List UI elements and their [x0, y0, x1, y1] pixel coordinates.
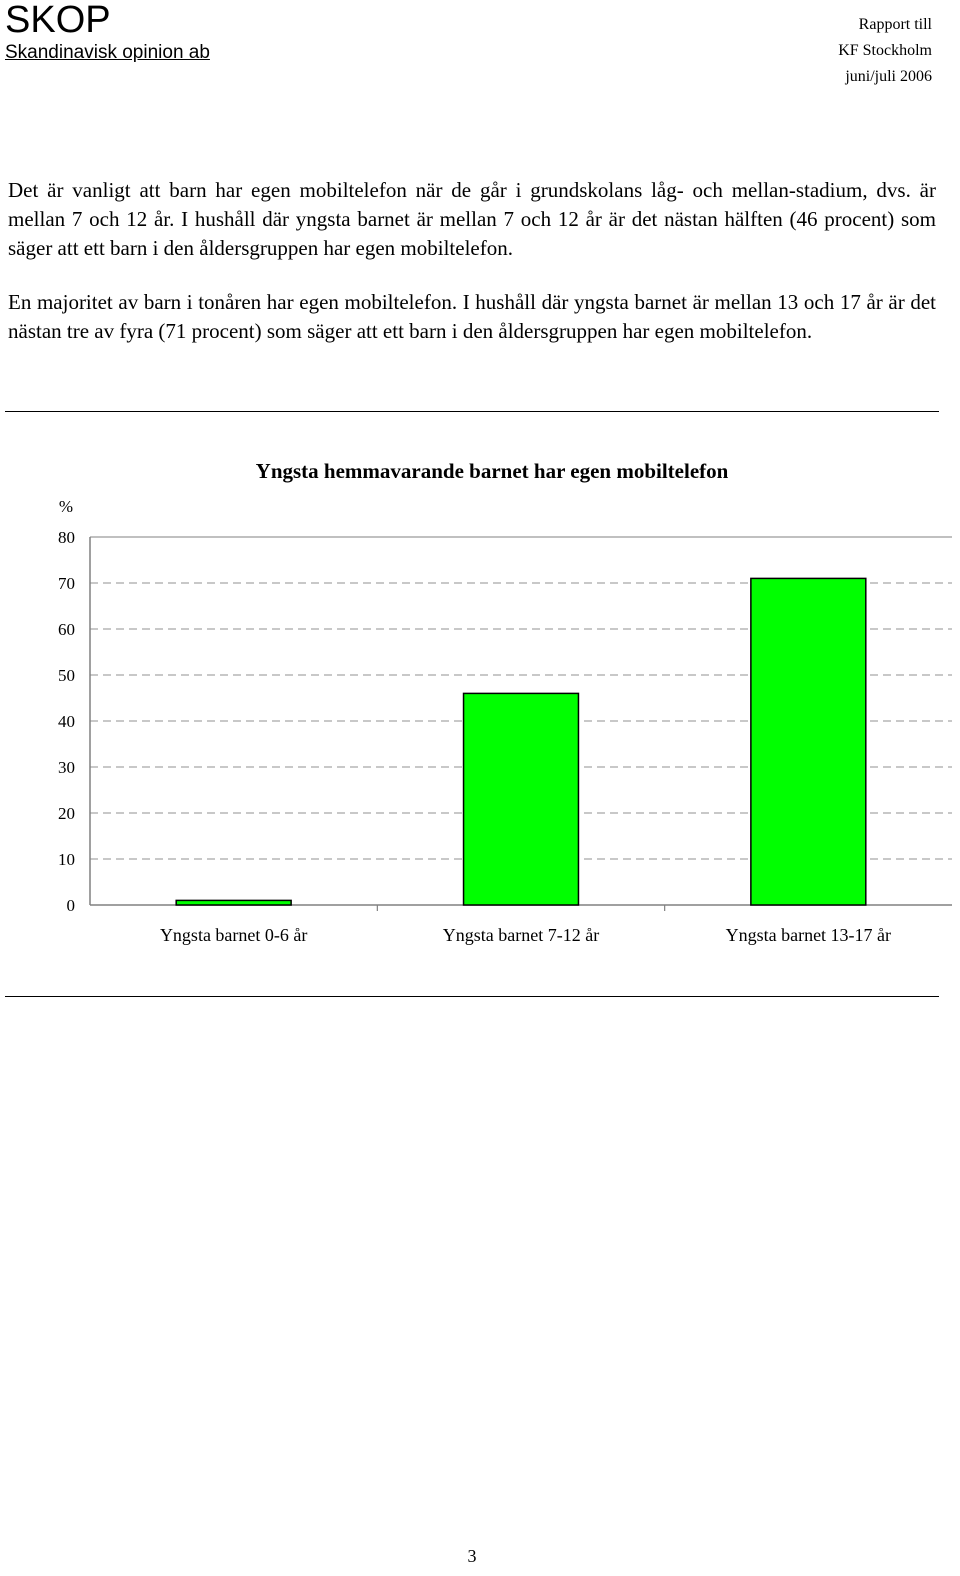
x-category-label: Yngsta barnet 7-12 år [443, 925, 599, 945]
y-tick-label: 30 [58, 758, 75, 777]
y-tick-label: 40 [58, 712, 75, 731]
page-number: 3 [467, 1546, 477, 1566]
y-tick-label: 80 [58, 528, 75, 547]
body-paragraph-1: Det är vanligt att barn har egen mobilte… [8, 178, 936, 260]
y-tick-label: 70 [58, 574, 75, 593]
chart-title: Yngsta hemmavarande barnet har egen mobi… [256, 459, 729, 483]
brand-name: SKOP [5, 0, 111, 41]
chart-bars [175, 577, 867, 906]
bar-chart: Yngsta hemmavarande barnet har egen mobi… [58, 459, 952, 945]
report-recipient: KF Stockholm [838, 42, 932, 59]
x-category-label: Yngsta barnet 13-17 år [726, 925, 891, 945]
y-tick-label: 10 [58, 850, 75, 869]
report-recipient-label: Rapport till [858, 16, 932, 33]
report-date: juni/juli 2006 [845, 68, 932, 85]
y-tick-label: 60 [58, 620, 75, 639]
chart-bottom-rule [5, 996, 939, 997]
chart-top-rule [5, 411, 939, 412]
y-tick-label: 20 [58, 804, 75, 823]
report-info: Rapport till KF Stockholm juni/juli 2006 [838, 12, 932, 90]
bar-3 [750, 577, 867, 906]
y-tick-label: 50 [58, 666, 75, 685]
chart-x-labels: Yngsta barnet 0-6 år Yngsta barnet 7-12 å… [160, 925, 891, 945]
x-category-label: Yngsta barnet 0-6 år [160, 925, 307, 945]
body-paragraph-2: En majoritet av barn i tonåren har egen … [8, 290, 936, 343]
brand-subtitle: Skandinavisk opinion ab [5, 42, 210, 63]
bar-2 [462, 692, 580, 906]
bar-1 [175, 899, 292, 906]
brand: SKOP Skandinavisk opinion ab [5, 0, 210, 64]
chart-y-axis-label: % [59, 497, 73, 516]
chart-y-ticks: 0 10 20 30 40 50 60 70 80 [58, 528, 75, 915]
y-tick-label: 0 [67, 896, 76, 915]
